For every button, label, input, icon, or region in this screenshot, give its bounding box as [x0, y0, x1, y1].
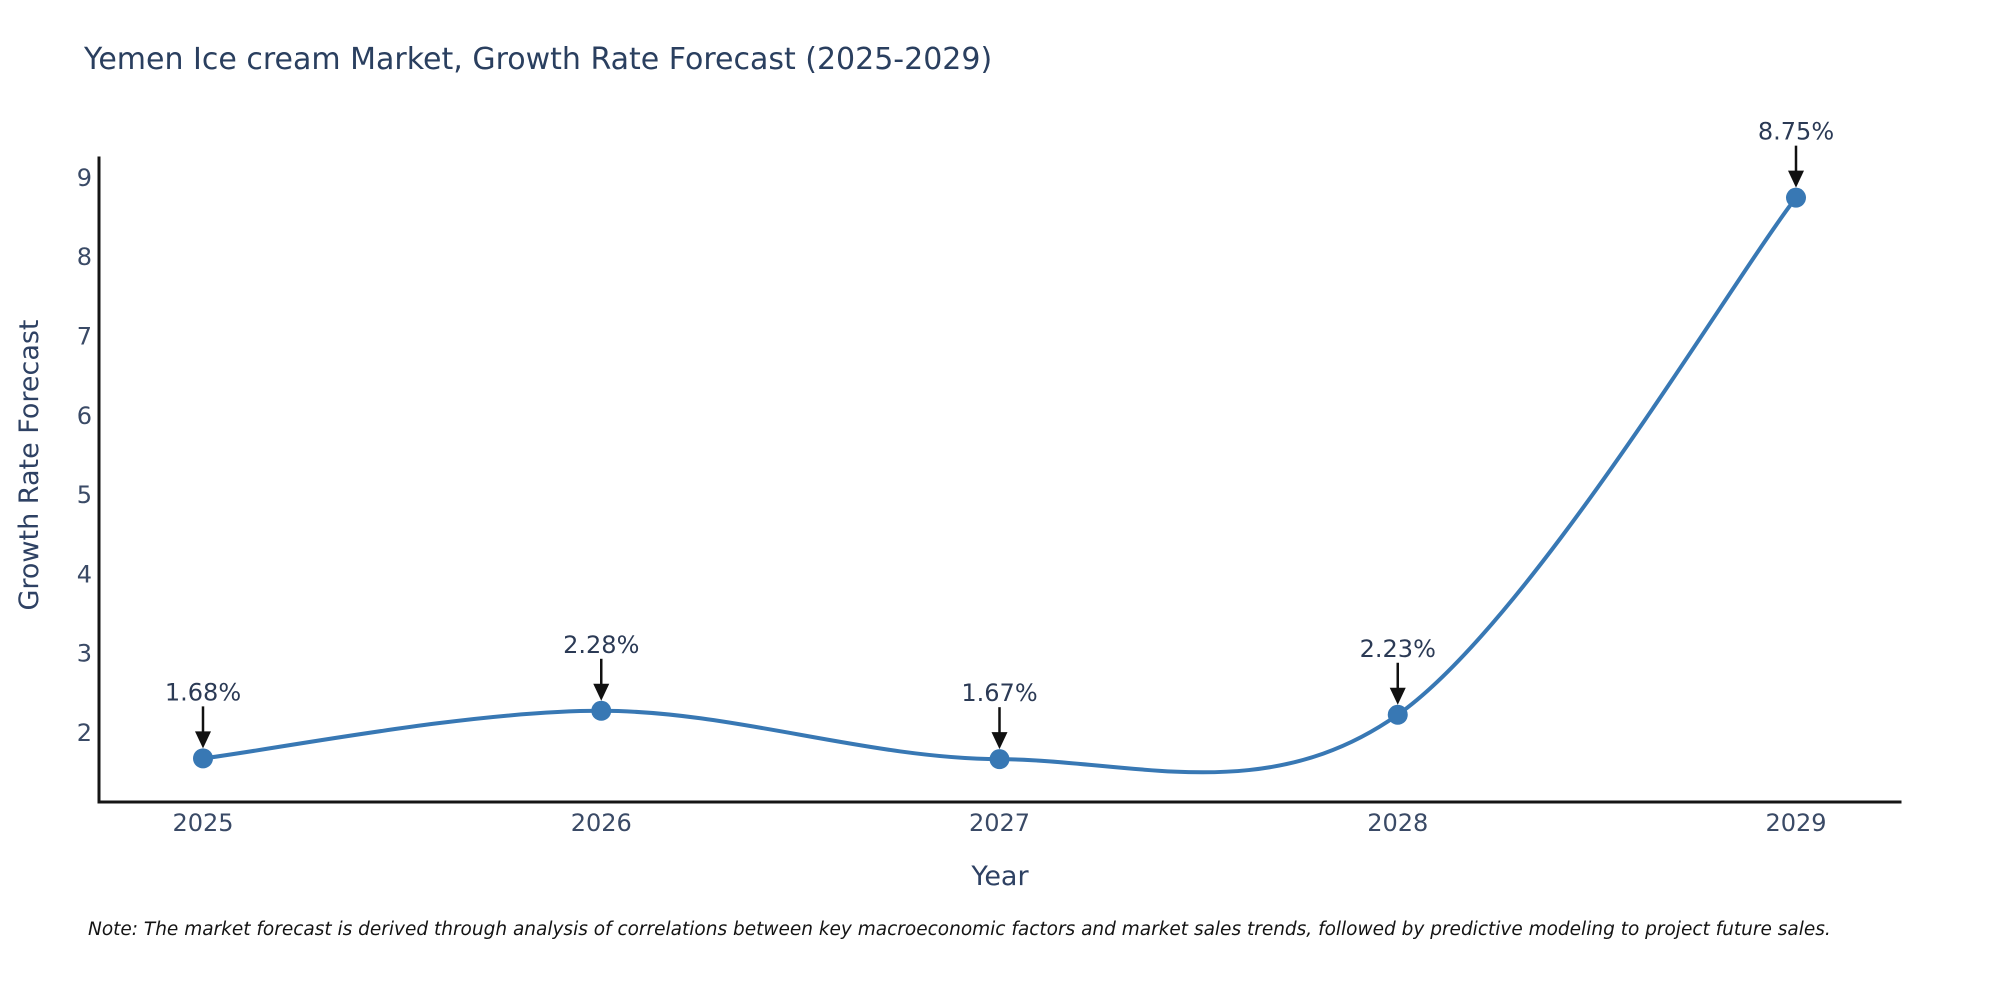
y-tick-label-7: 7 — [77, 322, 92, 350]
x-axis-title: Year — [971, 861, 1029, 892]
data-point-2029 — [1786, 187, 1806, 208]
annotation-arrow-head-2027 — [991, 732, 1008, 750]
footnote: Note: The market forecast is derived thr… — [88, 919, 1831, 940]
annotation-label-2028: 2.23% — [1360, 635, 1436, 663]
data-point-2027 — [989, 749, 1010, 770]
y-tick-label-9: 9 — [77, 164, 92, 192]
x-tick-label-2029: 2029 — [1765, 809, 1826, 837]
annotation-arrow-head-2026 — [593, 683, 610, 701]
y-tick-label-4: 4 — [77, 560, 92, 588]
annotation-arrow-head-2025 — [195, 731, 211, 749]
annotation-label-2029: 8.75% — [1758, 118, 1834, 146]
x-tick-label-2026: 2026 — [571, 809, 632, 837]
axis-lines — [97, 156, 1902, 804]
x-tick-label-2025: 2025 — [172, 809, 233, 837]
y-tick-label-8: 8 — [77, 243, 92, 271]
data-point-2028 — [1387, 704, 1408, 725]
y-tick-label-2: 2 — [77, 719, 92, 747]
annotation-arrow-head-2029 — [1788, 170, 1804, 188]
data-point-2025 — [193, 748, 213, 769]
y-axis-title: Growth Rate Forecast — [14, 319, 45, 611]
annotation-label-2026: 2.28% — [563, 631, 639, 659]
annotation-arrow-head-2028 — [1389, 687, 1406, 705]
y-tick-label-6: 6 — [77, 402, 92, 430]
forecast-curve — [202, 196, 1798, 775]
y-tick-label-3: 3 — [77, 640, 92, 668]
x-tick-label-2027: 2027 — [969, 809, 1030, 837]
annotation-label-2027: 1.67% — [961, 679, 1037, 707]
chart-title: Yemen Ice cream Market, Growth Rate Fore… — [84, 42, 993, 77]
x-tick-label-2028: 2028 — [1367, 809, 1428, 837]
annotation-label-2025: 1.68% — [165, 678, 241, 706]
data-point-2026 — [591, 700, 612, 721]
y-tick-label-5: 5 — [77, 481, 92, 509]
